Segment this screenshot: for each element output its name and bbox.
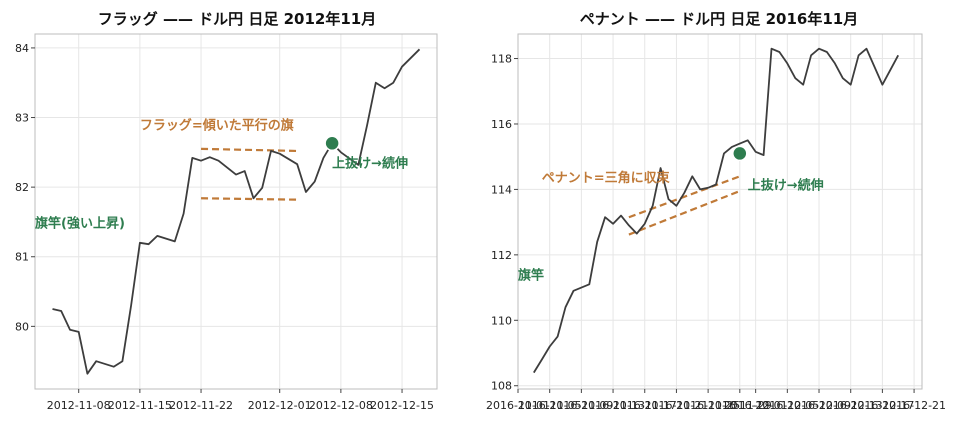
pattern-trendline (201, 197, 298, 201)
pattern-trendline (201, 147, 298, 153)
flag-plot: 80 81 82 83 84 2012-11-082012-11-152012-11-22… (15, 33, 438, 412)
annotation-label: ペナント=三角に収束 (542, 170, 671, 186)
y-tick-label: 108 (491, 380, 512, 393)
x-tick-label: 2016-11-29 (708, 399, 772, 412)
y-tick-label: 84 (15, 42, 29, 55)
annotation-label: 上抜け→続伸 (332, 156, 408, 172)
pattern-trendline (628, 175, 741, 219)
x-tick-label: 2012-12-01 (248, 399, 312, 412)
annotation-label: 旗竿(強い上昇) (35, 216, 125, 232)
pennant-plot: 1081101121141161182016-11-012016-11-0520… (486, 33, 946, 412)
x-tick-label: 2016-11-01 (486, 399, 550, 412)
x-tick-label: 2016-12-09 (787, 399, 851, 412)
x-tick-label: 2016-12-17 (850, 399, 914, 412)
price-series-line (52, 48, 421, 375)
x-tick-label: 2016-12-21 (882, 399, 946, 412)
chart-title-pennant: ペナント —— ドル円 日足 2016年11月 (580, 10, 859, 28)
x-tick-label: 2012-12-08 (309, 399, 373, 412)
pattern-trendline (628, 190, 741, 236)
y-tick-label: 80 (15, 320, 29, 333)
x-tick-label: 2012-11-22 (169, 399, 233, 412)
annotation-label: 上抜け→続伸 (748, 177, 824, 193)
annotation-label: 旗竿 (518, 267, 544, 283)
y-tick-label: 114 (491, 183, 512, 196)
y-tick-label: 82 (15, 181, 29, 194)
y-tick-label: 83 (15, 112, 29, 125)
x-tick-label: 2012-12-15 (370, 399, 434, 412)
x-tick-label: 2016-11-17 (613, 399, 677, 412)
breakout-point (324, 135, 340, 152)
x-tick-label: 2016-11-25 (676, 399, 740, 412)
y-tick-label: 110 (491, 314, 512, 327)
price-series-line (533, 47, 899, 374)
x-tick-label: 2016-12-13 (819, 399, 883, 412)
x-tick-label: 2016-11-13 (581, 399, 645, 412)
y-tick-label: 81 (15, 251, 29, 264)
x-tick-label: 2016-12-05 (755, 399, 819, 412)
annotation-label: フラッグ=傾いた平行の旗 (140, 117, 294, 133)
plot-frame (34, 33, 438, 390)
y-tick-label: 116 (491, 118, 512, 131)
x-tick-label: 2016-11-21 (644, 399, 708, 412)
x-tick-label: 2016-11-09 (549, 399, 613, 412)
plot-frame (517, 33, 923, 390)
x-tick-label: 2016-12-01 (724, 399, 788, 412)
y-tick-label: 112 (491, 249, 512, 262)
x-tick-label: 2012-11-08 (47, 399, 111, 412)
x-tick-label: 2012-11-15 (108, 399, 172, 412)
chart-title-flag: フラッグ —— ドル円 日足 2012年11月 (98, 10, 377, 28)
breakout-point (732, 145, 748, 162)
y-tick-label: 118 (491, 53, 512, 66)
x-tick-label: 2016-11-05 (518, 399, 582, 412)
